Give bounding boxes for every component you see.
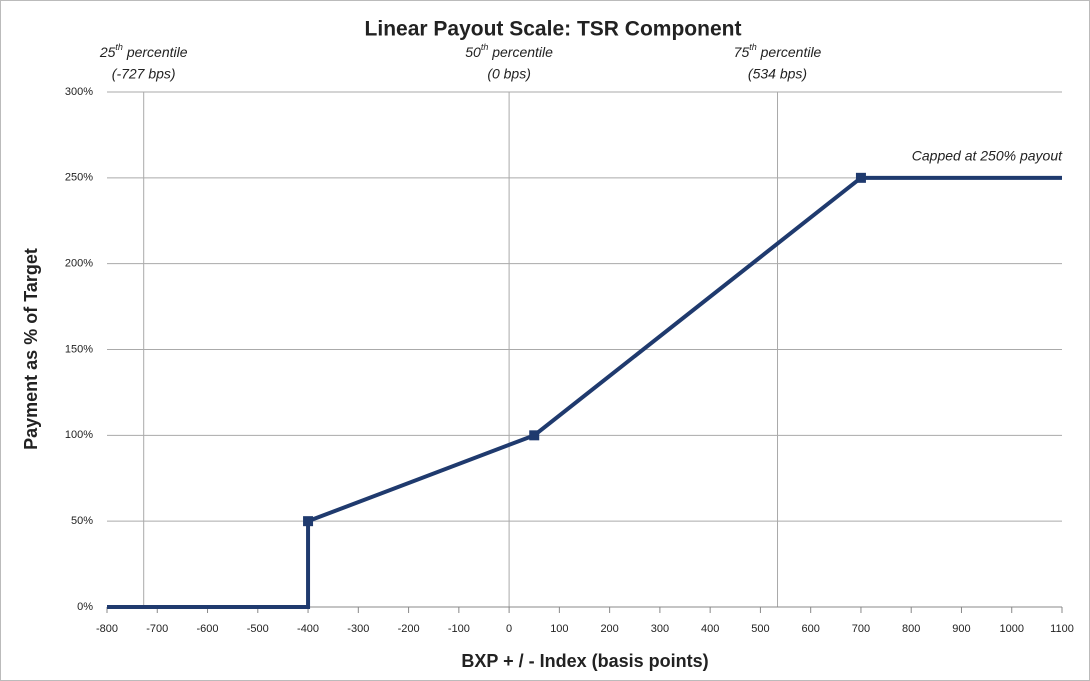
x-tick-label: -400: [297, 623, 319, 635]
x-tick-label: 400: [701, 623, 719, 635]
y-tick-label: 50%: [71, 515, 93, 527]
y-tick-label: 150%: [65, 343, 93, 355]
x-axis-label: BXP + / - Index (basis points): [461, 651, 708, 671]
x-tick-label: 1000: [999, 623, 1023, 635]
y-tick-label: 100%: [65, 429, 93, 441]
x-tick-label: 700: [852, 623, 870, 635]
percentile-suffix: th: [481, 42, 489, 52]
marker: [529, 430, 540, 441]
percentile-sublabel: (0 bps): [487, 66, 531, 82]
percentile-text: percentile: [123, 44, 188, 60]
x-tick-label: 500: [751, 623, 769, 635]
x-tick-label: -500: [247, 623, 269, 635]
x-tick-label: 300: [651, 623, 669, 635]
y-tick-label: 250%: [65, 172, 93, 184]
percentile-ordinal: 75: [734, 44, 750, 60]
percentile-ordinal: 50: [465, 44, 481, 60]
percentile-suffix: th: [115, 42, 123, 52]
percentile-suffix: th: [749, 42, 757, 52]
percentile-text: percentile: [757, 44, 822, 60]
marker: [855, 172, 866, 183]
percentile-sublabel: (534 bps): [748, 66, 807, 82]
annotation: Capped at 250% payout: [912, 148, 1063, 164]
y-tick-label: 300%: [65, 86, 93, 98]
chart-title: Linear Payout Scale: TSR Component: [365, 18, 742, 41]
y-tick-label: 0%: [77, 601, 93, 613]
x-tick-label: -300: [347, 623, 369, 635]
x-tick-label: 600: [802, 623, 820, 635]
x-tick-label: -700: [146, 623, 168, 635]
x-tick-label: -600: [197, 623, 219, 635]
x-tick-label: 900: [952, 623, 970, 635]
y-tick-label: 200%: [65, 258, 93, 270]
percentile-label: 25th percentile: [99, 42, 188, 59]
marker: [303, 516, 314, 527]
x-tick-label: -200: [398, 623, 420, 635]
x-tick-label: 800: [902, 623, 920, 635]
percentile-label: 75th percentile: [734, 42, 822, 59]
x-tick-label: 0: [506, 623, 512, 635]
x-tick-label: -800: [96, 623, 118, 635]
x-tick-label: -100: [448, 623, 470, 635]
y-axis-label: Payment as % of Target: [21, 248, 41, 450]
percentile-label: 50th percentile: [465, 42, 553, 59]
line: [107, 175, 1062, 609]
percentile-ordinal: 25: [99, 44, 116, 60]
x-tick-label: 200: [600, 623, 618, 635]
percentile-sublabel: (-727 bps): [112, 66, 176, 82]
x-tick-label: 1100: [1050, 623, 1074, 635]
percentile-text: percentile: [488, 44, 553, 60]
x-tick-label: 100: [550, 623, 568, 635]
